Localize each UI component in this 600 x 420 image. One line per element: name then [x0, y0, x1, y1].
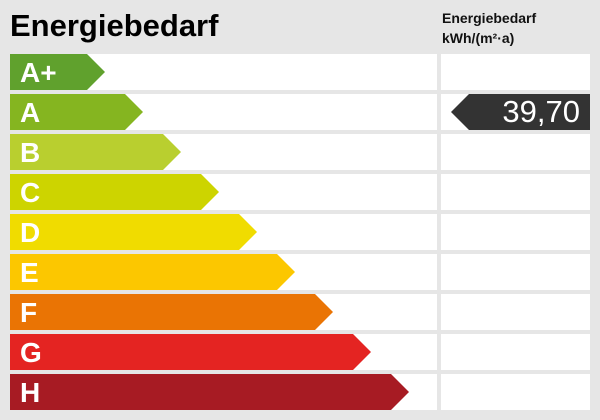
unit-label: Energiebedarf kWh/(m²·a) [442, 8, 536, 48]
class-bar-A: A [10, 94, 143, 130]
class-label: F [20, 297, 38, 328]
class-label: D [20, 217, 41, 248]
class-bar-C: C [10, 174, 219, 210]
class-bar-B: B [10, 134, 181, 170]
value-cell [441, 174, 590, 210]
value-cell [441, 374, 590, 410]
class-label: E [20, 257, 39, 288]
class-label: G [20, 337, 42, 368]
class-label: H [20, 377, 41, 408]
class-label: B [20, 137, 41, 168]
unit-label-line1: Energiebedarf [442, 10, 537, 26]
value-cell [441, 54, 590, 90]
class-bar-Aplus: A+ [10, 54, 105, 90]
value-cell [441, 254, 590, 290]
class-bar-H: H [10, 374, 409, 410]
class-bar-E: E [10, 254, 295, 290]
class-bar-G: G [10, 334, 371, 370]
class-label: A [20, 97, 41, 128]
value-marker: 39,70 [451, 94, 590, 130]
class-label: C [20, 177, 41, 208]
class-label: A+ [20, 57, 57, 88]
chart-title: Energiebedarf [10, 8, 219, 43]
value-cell [441, 294, 590, 330]
value-label: 39,70 [502, 94, 580, 129]
class-bar-F: F [10, 294, 333, 330]
value-cell [441, 134, 590, 170]
unit-label-line2: kWh/(m²·a) [442, 30, 515, 46]
value-cell [441, 334, 590, 370]
value-cell [441, 214, 590, 250]
class-bar-D: D [10, 214, 257, 250]
